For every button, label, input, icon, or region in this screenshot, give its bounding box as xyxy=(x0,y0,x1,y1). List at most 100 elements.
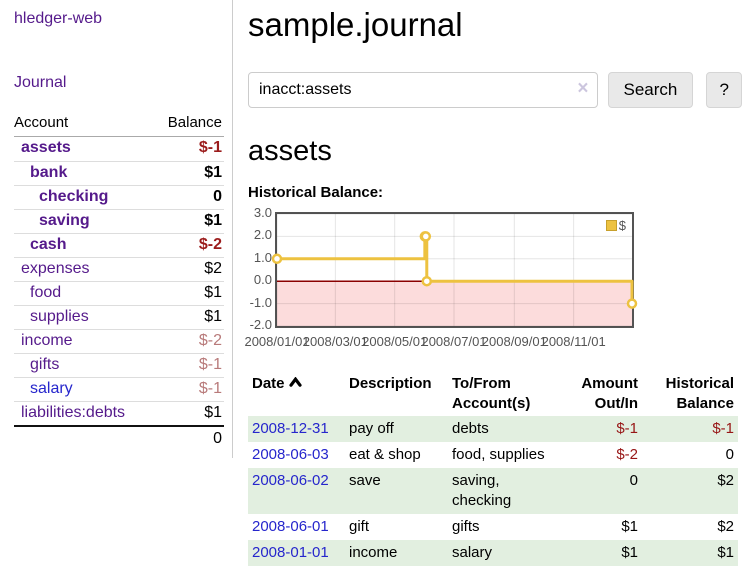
page-title: sample.journal xyxy=(248,6,463,43)
account-row: checking 0 xyxy=(14,185,224,209)
accounts-column-header: To/From Account(s) xyxy=(452,375,531,412)
sidebar-account-link[interactable]: saving xyxy=(39,212,90,229)
sidebar-account-link[interactable]: food xyxy=(30,284,62,301)
x-axis-tick-label: 2008/11/01 xyxy=(541,334,606,349)
account-balance: $1 xyxy=(204,212,222,229)
app-brand-link[interactable]: hledger-web xyxy=(14,10,103,27)
account-row: salary $-1 xyxy=(14,377,224,401)
transaction-amount: 0 xyxy=(629,472,638,489)
account-row: assets $-1 xyxy=(14,137,224,161)
transaction-accounts: food, supplies xyxy=(452,446,545,463)
help-button[interactable]: ? xyxy=(706,72,742,108)
transaction-amount: $-1 xyxy=(616,420,638,437)
transaction-description: save xyxy=(349,472,381,489)
x-axis-tick-label: 2008/07/01 xyxy=(421,334,487,349)
description-column-header: Description xyxy=(349,375,432,392)
transaction-row: 2008-06-02 save saving, checking 0 $2 xyxy=(248,468,738,514)
search-button[interactable]: Search xyxy=(607,72,694,108)
data-point-marker xyxy=(421,275,433,287)
accounts-table-header: Account Balance xyxy=(14,110,224,137)
transaction-date-link[interactable]: 2008-06-01 xyxy=(252,518,329,535)
historical-balance-chart: $ 3.0 2.0 1.0 0.0 -1.0 -2.0 2008/01/01 2008/03/… xyxy=(244,205,668,350)
transaction-date-link[interactable]: 2008-12-31 xyxy=(252,420,329,437)
sidebar-account-link[interactable]: supplies xyxy=(30,308,89,325)
account-balance: $-2 xyxy=(198,332,222,349)
search-input[interactable] xyxy=(248,72,598,108)
account-balance: $-1 xyxy=(198,356,222,373)
accounts-total-row: 0 xyxy=(14,425,224,450)
clear-search-icon[interactable]: × xyxy=(577,78,589,99)
sidebar-account-link[interactable]: checking xyxy=(39,188,109,205)
y-axis-tick-label: 0.0 xyxy=(253,272,272,288)
legend-swatch-icon xyxy=(605,220,617,231)
x-axis-tick-label: 2008/05/01 xyxy=(362,334,428,349)
sidebar-account-link[interactable]: salary xyxy=(30,380,73,397)
transaction-description: pay off xyxy=(349,420,394,437)
transaction-balance: $2 xyxy=(717,472,734,489)
transaction-accounts: gifts xyxy=(452,518,480,535)
account-balance: 0 xyxy=(213,188,222,205)
account-row: gifts $-1 xyxy=(14,353,224,377)
y-axis-tick-label: -2.0 xyxy=(249,317,272,332)
transaction-balance: $-1 xyxy=(712,420,734,437)
accounts-total-value: 0 xyxy=(213,430,222,447)
account-balance: $1 xyxy=(204,164,222,181)
transaction-row: 2008-12-31 pay off debts $-1 $-1 xyxy=(248,416,738,442)
transaction-balance: $2 xyxy=(717,518,734,535)
transaction-date-link[interactable]: 2008-06-02 xyxy=(252,472,329,489)
transaction-row: 2008-06-03 eat & shop food, supplies $-2 0 xyxy=(248,442,738,468)
date-header-label: Date xyxy=(252,375,285,392)
account-row: income $-2 xyxy=(14,329,224,353)
chart-plot-area: $ xyxy=(271,212,638,328)
y-axis-tick-label: -1.0 xyxy=(249,294,272,310)
transaction-accounts: saving, checking xyxy=(452,472,512,509)
data-point-marker xyxy=(626,298,638,309)
sidebar-item-journal[interactable]: Journal xyxy=(14,74,67,91)
data-point-marker xyxy=(271,253,283,265)
account-balance: $-1 xyxy=(198,380,222,397)
transaction-date-link[interactable]: 2008-01-01 xyxy=(252,544,329,561)
sidebar-account-link[interactable]: liabilities:debts xyxy=(21,404,126,421)
x-axis-tick-label: 2008/01/01 xyxy=(244,334,310,349)
sidebar-account-link[interactable]: assets xyxy=(21,139,71,156)
transaction-amount: $1 xyxy=(621,544,638,561)
transaction-row: 2008-01-01 income salary $1 $1 xyxy=(248,540,738,566)
sidebar-account-link[interactable]: bank xyxy=(30,164,68,181)
account-balance: $1 xyxy=(204,308,222,325)
account-balance: $1 xyxy=(204,284,222,301)
register-table: Date Description To/From Account(s) Amou… xyxy=(248,372,738,566)
balance-column-header: Historical Balance xyxy=(665,375,734,412)
balance-column-header: Balance xyxy=(167,114,222,131)
register-header-row: Date Description To/From Account(s) Amou… xyxy=(248,372,738,416)
account-balance: $2 xyxy=(204,260,222,277)
legend-label: $ xyxy=(618,218,626,233)
transaction-description: gift xyxy=(349,518,370,535)
sidebar-account-link[interactable]: cash xyxy=(30,236,67,253)
accounts-table: Account Balance assets $-1 bank $1 checking 0… xyxy=(14,110,224,450)
account-balance: $-1 xyxy=(198,139,222,156)
sidebar-account-link[interactable]: expenses xyxy=(21,260,90,277)
account-row: supplies $1 xyxy=(14,305,224,329)
transaction-date-link[interactable]: 2008-06-03 xyxy=(252,446,329,463)
main-content: sample.journal × Search ? assets Histori… xyxy=(244,0,742,566)
accounts-rows: assets $-1 bank $1 checking 0 saving $1 cash $-2 e… xyxy=(14,137,224,425)
transaction-accounts: debts xyxy=(452,420,489,437)
chart-legend: $ xyxy=(603,217,628,234)
y-axis-tick-label: 1.0 xyxy=(253,249,272,265)
chart-canvas xyxy=(271,213,638,327)
transaction-balance: 0 xyxy=(725,446,734,463)
sidebar-account-link[interactable]: income xyxy=(21,332,73,349)
amount-column-header: Amount Out/In xyxy=(581,375,638,412)
date-column-header[interactable]: Date xyxy=(248,372,345,416)
y-axis-tick-label: 3.0 xyxy=(253,205,272,220)
data-point-marker xyxy=(420,231,432,242)
y-axis-tick-label: 2.0 xyxy=(253,227,272,243)
account-row: food $1 xyxy=(14,281,224,305)
x-axis-tick-label: 2008/09/01 xyxy=(481,334,547,349)
account-balance: $-2 xyxy=(198,236,222,253)
sort-ascending-icon xyxy=(288,376,302,387)
transaction-row: 2008-06-01 gift gifts $1 $2 xyxy=(248,514,738,540)
transaction-description: income xyxy=(349,544,398,561)
sidebar-account-link[interactable]: gifts xyxy=(30,356,60,373)
account-title: assets xyxy=(248,135,332,167)
